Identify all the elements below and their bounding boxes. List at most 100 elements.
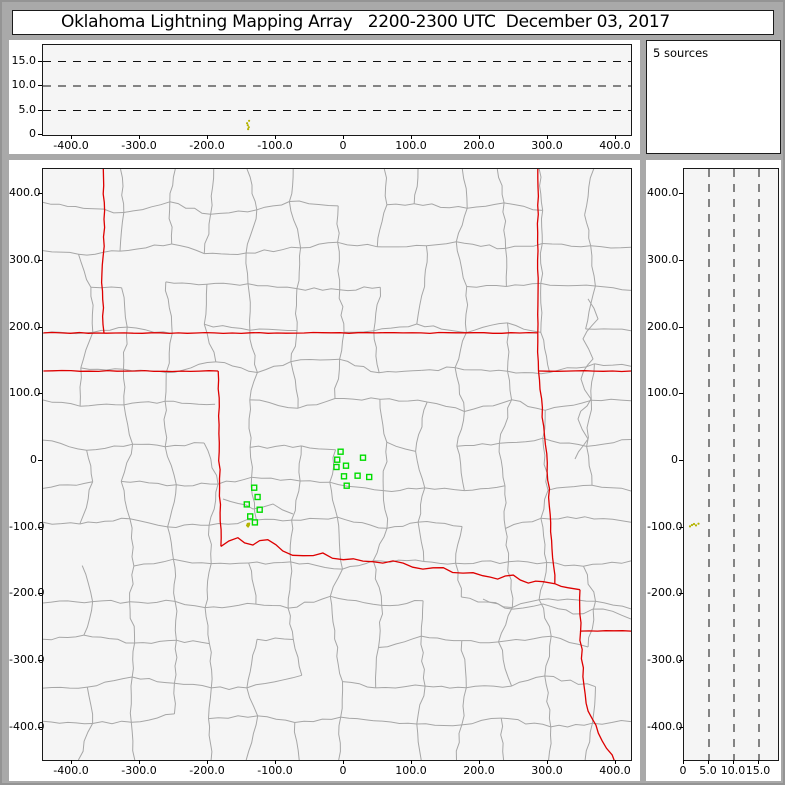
source-point xyxy=(690,523,694,527)
tick-label: 100.0 xyxy=(9,386,41,399)
tick-label: -200.0 xyxy=(647,586,683,599)
sources-count-panel: 5 sources xyxy=(646,40,781,154)
axis-tick xyxy=(207,760,208,764)
axis-tick xyxy=(758,760,759,764)
station-marker xyxy=(340,473,348,480)
tick-label: 300.0 xyxy=(531,139,563,152)
source-point xyxy=(246,525,250,528)
axis-tick xyxy=(411,135,412,139)
tick-label: 300.0 xyxy=(531,764,563,777)
altitude-ns-panel-card: 400.0 300.0 200.0 100.0 0 -100.0 -200.0 -300.0 -… xyxy=(646,160,781,781)
axis-tick xyxy=(38,193,42,194)
axis-tick xyxy=(679,327,683,328)
source-point xyxy=(697,522,700,525)
source-point xyxy=(247,126,250,129)
axis-tick xyxy=(71,760,72,764)
tick-label: 100.0 xyxy=(395,764,427,777)
axis-tick xyxy=(708,760,709,764)
station-marker xyxy=(354,472,361,479)
tick-label: 15.0 xyxy=(745,764,771,777)
tick-label: 0 xyxy=(30,453,37,466)
tx-la-border xyxy=(579,631,615,760)
tick-label: -400.0 xyxy=(9,720,45,733)
tick-label: 5.0 xyxy=(18,103,37,116)
tx-panhandle-north-border xyxy=(43,369,219,373)
tick-label: 400.0 xyxy=(9,186,41,199)
source-point xyxy=(692,522,696,526)
altitude-ns-canvas xyxy=(688,169,760,760)
mo-ar-border xyxy=(538,370,631,373)
axis-tick xyxy=(615,760,616,764)
tick-label: 0 xyxy=(679,764,687,777)
tick-label: 10.0 xyxy=(720,764,746,777)
river xyxy=(222,498,294,515)
altitude-ew-canvas xyxy=(43,61,631,131)
source-point xyxy=(248,119,251,122)
source-points xyxy=(688,522,700,528)
station-marker xyxy=(342,462,350,469)
axis-tick xyxy=(38,110,42,111)
plan-view-map[interactable] xyxy=(42,168,632,761)
axis-tick xyxy=(679,393,683,394)
tick-label: 400.0 xyxy=(599,139,631,152)
axis-tick xyxy=(679,193,683,194)
tick-label: 0 xyxy=(29,127,36,140)
axis-tick xyxy=(38,393,42,394)
tick-label: 300.0 xyxy=(647,253,679,266)
tick-label: 100.0 xyxy=(647,386,679,399)
tick-label: 400.0 xyxy=(647,186,679,199)
axis-tick xyxy=(139,760,140,764)
axis-tick xyxy=(615,135,616,139)
axis-tick xyxy=(679,660,683,661)
axis-tick xyxy=(38,85,42,86)
tick-label: 200.0 xyxy=(463,139,495,152)
axis-tick xyxy=(38,260,42,261)
sources-count-label: 5 sources xyxy=(653,46,709,60)
tick-label: -300.0 xyxy=(121,139,157,152)
axis-tick xyxy=(411,760,412,764)
station-marker xyxy=(250,484,258,491)
axis-tick xyxy=(38,327,42,328)
axis-tick xyxy=(38,460,42,461)
tick-label: -100.0 xyxy=(9,520,45,533)
station-marker xyxy=(246,513,254,520)
axis-tick xyxy=(38,527,42,528)
axis-tick xyxy=(679,460,683,461)
tick-label: -200.0 xyxy=(189,139,225,152)
altitude-ns-plot[interactable] xyxy=(683,168,779,761)
river xyxy=(574,298,599,460)
tick-label: 0 xyxy=(671,453,678,466)
axis-tick xyxy=(733,760,734,764)
axis-tick xyxy=(679,593,683,594)
tick-label: -300.0 xyxy=(647,653,683,666)
tick-label: 300.0 xyxy=(9,253,41,266)
axis-tick xyxy=(38,61,42,62)
station-marker xyxy=(243,501,251,508)
tx-east-border xyxy=(217,370,222,547)
station-marker xyxy=(251,519,259,526)
tick-label: -400.0 xyxy=(53,139,89,152)
axis-tick xyxy=(207,135,208,139)
source-point xyxy=(694,524,698,527)
station-marker xyxy=(334,456,341,463)
axis-tick xyxy=(479,760,480,764)
axis-tick xyxy=(679,527,683,528)
source-point xyxy=(246,124,249,127)
altitude-ew-plot[interactable] xyxy=(42,44,632,136)
tick-label: -100.0 xyxy=(257,764,293,777)
axis-tick xyxy=(343,135,344,139)
tick-label: -400.0 xyxy=(53,764,89,777)
source-point xyxy=(247,522,251,525)
axis-tick xyxy=(343,760,344,764)
tick-label: -200.0 xyxy=(189,764,225,777)
axis-tick xyxy=(547,760,548,764)
axis-tick xyxy=(479,135,480,139)
tick-label: 200.0 xyxy=(9,320,41,333)
source-points xyxy=(245,522,251,528)
station-marker xyxy=(254,493,261,501)
axis-tick xyxy=(275,135,276,139)
tick-label: 400.0 xyxy=(599,764,631,777)
tick-label: -400.0 xyxy=(647,720,683,733)
station-marker xyxy=(333,463,340,471)
